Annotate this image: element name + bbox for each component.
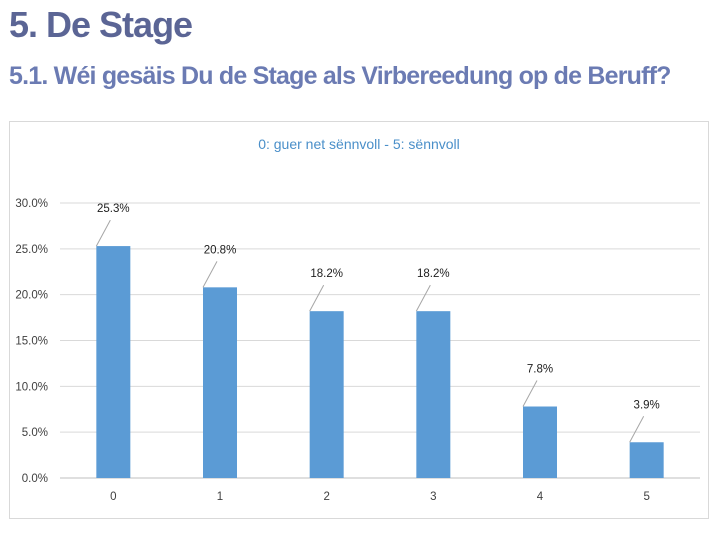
page-subheading: 5.1. Wéi gesäis Du de Stage als Virberee…: [9, 62, 671, 90]
bar: [629, 442, 664, 478]
data-label: 3.9%: [634, 399, 660, 411]
bar-chart: 0.0% 5.0% 10.0% 15.0% 20.0% 25.0% 30.0% 0 25.3% 1…: [15, 198, 700, 503]
data-label: 18.2%: [417, 268, 450, 280]
y-tick-label: 20.0%: [15, 290, 48, 302]
page-heading: 5. De Stage: [9, 4, 193, 45]
data-label: 7.8%: [527, 364, 553, 376]
leader-line: [629, 416, 645, 443]
x-tick-label: 2: [323, 491, 329, 503]
data-label: 18.2%: [310, 268, 343, 280]
x-tick-label: 5: [643, 491, 649, 503]
data-label: 25.3%: [97, 203, 130, 215]
bar: [309, 311, 344, 478]
bar: [96, 246, 131, 478]
y-tick-label: 0.0%: [22, 473, 48, 485]
x-tick-label: 3: [430, 491, 436, 503]
leader-line: [522, 380, 538, 407]
leader-line: [202, 261, 218, 288]
chart-frame: 0: guer net sënnvoll - 5: sënnvoll 0.0% 5…: [9, 121, 709, 519]
bar: [523, 406, 557, 478]
leader-line: [309, 284, 325, 312]
leader-line: [95, 219, 111, 247]
y-tick-label: 5.0%: [22, 427, 48, 439]
x-tick-label: 1: [217, 491, 223, 503]
y-tick-label: 30.0%: [15, 198, 48, 210]
x-tick-label: 0: [110, 491, 116, 503]
y-tick-label: 25.0%: [15, 244, 48, 256]
y-tick-label: 10.0%: [15, 381, 48, 393]
chart-title: 0: guer net sënnvoll - 5: sënnvoll: [258, 136, 460, 152]
leader-line: [415, 284, 431, 312]
bar: [203, 287, 237, 478]
x-tick-label: 4: [537, 491, 544, 503]
data-label: 20.8%: [204, 244, 237, 256]
y-tick-label: 15.0%: [15, 336, 48, 348]
bar: [416, 311, 451, 478]
